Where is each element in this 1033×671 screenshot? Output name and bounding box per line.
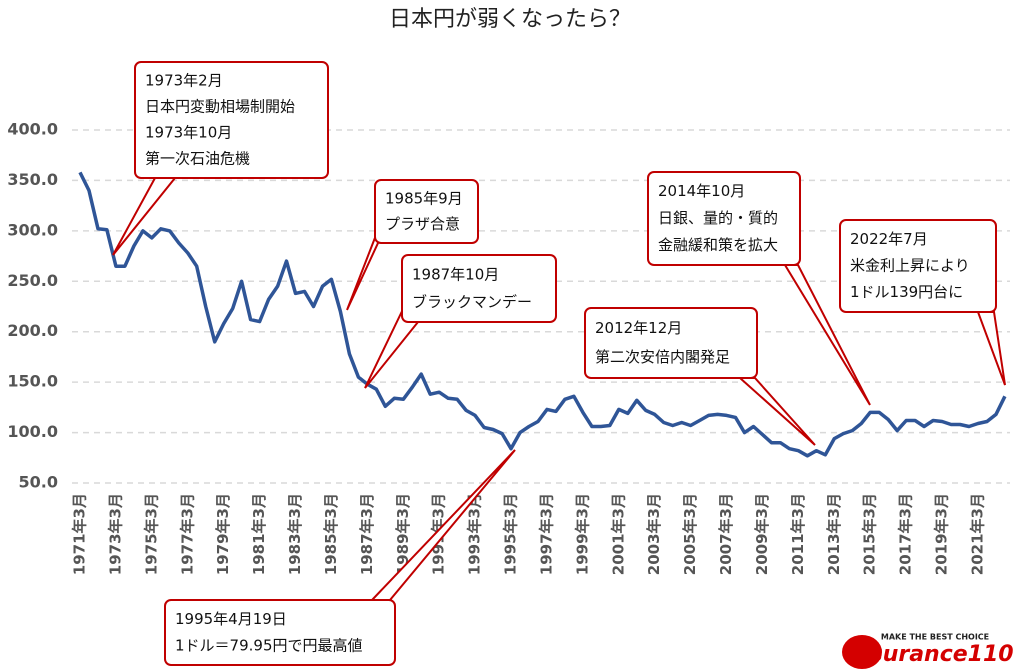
- callout-box: [401, 254, 557, 323]
- x-tick-label: 1981年3月: [250, 493, 268, 575]
- y-tick-label: 350.0: [7, 170, 58, 189]
- callout-text: 1987年10月: [412, 265, 499, 283]
- y-tick-label: 150.0: [7, 372, 58, 391]
- callout-text: 1995年4月19日: [175, 610, 287, 628]
- x-tick-label: 2013年3月: [825, 493, 843, 575]
- callout-text: 1973年2月: [145, 72, 223, 90]
- x-tick-label: 2009年3月: [753, 493, 771, 575]
- callout-text: 米金利上昇により: [850, 257, 970, 275]
- callout-box: [839, 219, 997, 313]
- callout-box: [584, 307, 758, 379]
- callout-text: 日銀、量的・質的: [658, 209, 778, 227]
- x-tick-label: 2007年3月: [717, 493, 735, 575]
- x-tick-label: 2021年3月: [969, 493, 987, 575]
- callout-text: 2014年10月: [658, 182, 745, 200]
- y-tick-label: 200.0: [7, 321, 58, 340]
- callout-text: ブラックマンデー: [412, 293, 532, 311]
- x-tick-label: 1993年3月: [466, 493, 484, 575]
- x-tick-label: 2011年3月: [789, 493, 807, 575]
- x-tick-label: 2015年3月: [861, 493, 879, 575]
- callout-text: プラザ合意: [385, 215, 460, 233]
- callout-box: [374, 179, 479, 244]
- x-tick-label: 1995年3月: [502, 493, 520, 575]
- callout-text: 2022年7月: [850, 230, 928, 248]
- x-tick-label: 2019年3月: [933, 493, 951, 575]
- callout-text: 1985年9月: [385, 189, 463, 207]
- callout-box: [134, 61, 329, 179]
- callout-text: 1ドル＝79.95円で円最高値: [175, 636, 363, 654]
- y-tick-label: 100.0: [7, 422, 58, 441]
- y-tick-label: 50.0: [19, 473, 58, 492]
- y-tick-label: 300.0: [7, 220, 58, 239]
- x-tick-label: 1987年3月: [358, 493, 376, 575]
- chart-title: 日本円が弱くなったら？: [389, 7, 631, 32]
- callout-text: 第二次安倍内閣発足: [595, 348, 730, 366]
- x-tick-label: 1999年3月: [573, 493, 591, 575]
- y-tick-label: 250.0: [7, 271, 58, 290]
- callout-text: 1973年10月: [145, 124, 232, 142]
- x-tick-label: 1985年3月: [322, 493, 340, 575]
- x-tick-label: 1971年3月: [71, 493, 89, 575]
- callout-text: 1ドル139円台に: [850, 283, 963, 301]
- callout-text: 日本円変動相場制開始: [145, 98, 295, 116]
- callout-box: [164, 599, 396, 666]
- line: [78, 171, 1007, 458]
- callout-text: 2012年12月: [595, 319, 682, 337]
- x-tick-label: 1973年3月: [106, 493, 124, 575]
- x-tick-label: 1989年3月: [394, 493, 412, 575]
- x-tick-label: 1977年3月: [178, 493, 196, 575]
- x-tick-label: 1997年3月: [537, 493, 555, 575]
- x-tick-label: 1975年3月: [142, 493, 160, 575]
- x-tick-label: 1979年3月: [214, 493, 232, 575]
- logo-name: insurance110: [846, 642, 1013, 667]
- callout-text: 金融緩和策を拡大: [658, 236, 778, 254]
- y-tick-label: 400.0: [7, 120, 58, 139]
- x-tick-label: 2001年3月: [609, 493, 627, 575]
- callout-text: 第一次石油危機: [145, 150, 250, 168]
- x-tick-label: 1983年3月: [286, 493, 304, 575]
- callout-box: [647, 171, 801, 266]
- x-tick-label: 2017年3月: [897, 493, 915, 575]
- logo-mark: [842, 635, 882, 669]
- logo-tagline: MAKE THE BEST CHOICE: [881, 633, 989, 642]
- x-tick-label: 2003年3月: [645, 493, 663, 575]
- x-tick-label: 2005年3月: [681, 493, 699, 575]
